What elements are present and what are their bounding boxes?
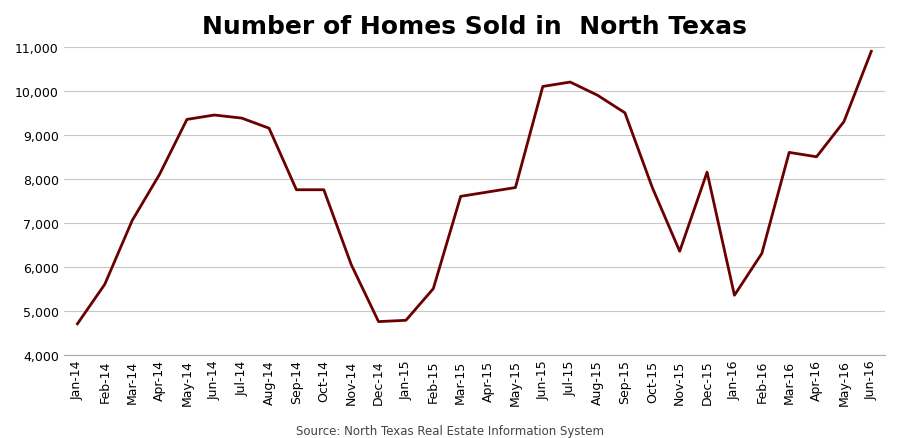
Title: Number of Homes Sold in  North Texas: Number of Homes Sold in North Texas	[202, 15, 747, 39]
Text: Source: North Texas Real Estate Information System: Source: North Texas Real Estate Informat…	[296, 424, 604, 437]
